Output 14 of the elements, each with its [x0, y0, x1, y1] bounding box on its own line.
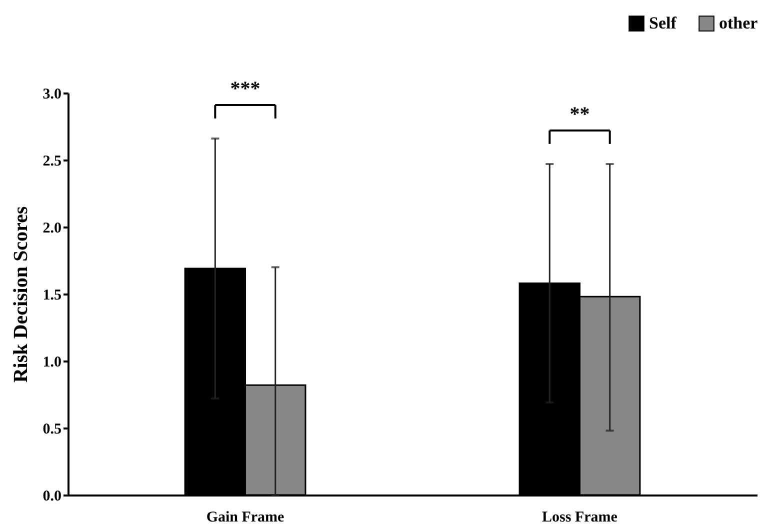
annotation: ** — [570, 104, 590, 126]
annotation: *** — [230, 78, 260, 100]
y-tick-label: 2.0 — [42, 220, 62, 236]
y-tick-label: 1.0 — [42, 354, 62, 370]
legend-label: Self — [649, 14, 677, 33]
y-tick-label: 3.0 — [42, 86, 62, 102]
y-tick-label: 2.5 — [42, 154, 62, 170]
y-tick-label: 0.0 — [42, 488, 62, 504]
y-tick-label: 1.5 — [42, 288, 62, 304]
y-tick-label: 0.5 — [42, 422, 62, 438]
y-axis-title: Risk Decision Scores — [10, 206, 32, 383]
x-tick-label: Loss Frame — [542, 510, 618, 526]
x-tick-label: Gain Frame — [206, 510, 285, 526]
legend-label: other — [719, 14, 758, 33]
